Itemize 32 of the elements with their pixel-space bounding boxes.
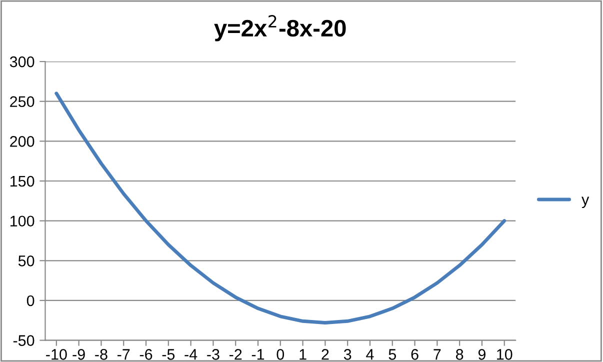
line-series (54, 92, 506, 324)
x-tick-label: 9 (478, 349, 486, 360)
y-tick-label: 150 (10, 176, 34, 187)
x-tick-label: 10 (497, 349, 512, 360)
x-tick-label: -5 (162, 349, 175, 360)
legend-label: y (582, 196, 590, 208)
y-tick-label: 50 (18, 256, 34, 266)
y-tick-label: 100 (10, 216, 34, 227)
x-tick-label: -3 (207, 349, 220, 360)
x-tick-label: 6 (411, 349, 418, 360)
x-tick-label: 5 (388, 349, 396, 360)
x-tick-label: -1 (252, 349, 264, 360)
x-tick-label: 2 (322, 349, 329, 360)
x-tick-label: 0 (276, 349, 284, 360)
y-tick-label: 200 (10, 136, 34, 147)
y-tick-label: 0 (26, 295, 34, 306)
x-tick-label: -10 (46, 349, 67, 360)
x-tick-label: -8 (95, 349, 108, 360)
x-tick-label: -6 (140, 349, 152, 360)
x-tick-label: -4 (184, 349, 198, 360)
x-tick-label: -2 (229, 349, 242, 360)
x-tick-label: 4 (366, 349, 374, 360)
y-tick-label: 300 (10, 56, 34, 68)
x-tick-label: -7 (118, 349, 130, 360)
x-tick-label: 8 (456, 349, 464, 360)
x-tick-label: 7 (434, 349, 441, 360)
y-tick-label: 250 (10, 96, 34, 108)
y-tick-label: -50 (13, 335, 34, 346)
x-tick-label: 1 (300, 349, 306, 360)
x-tick-label: 3 (344, 349, 352, 360)
chart-title: y=2x$^{2}$-8x-20 (214, 15, 346, 42)
x-tick-label: -9 (72, 349, 85, 360)
